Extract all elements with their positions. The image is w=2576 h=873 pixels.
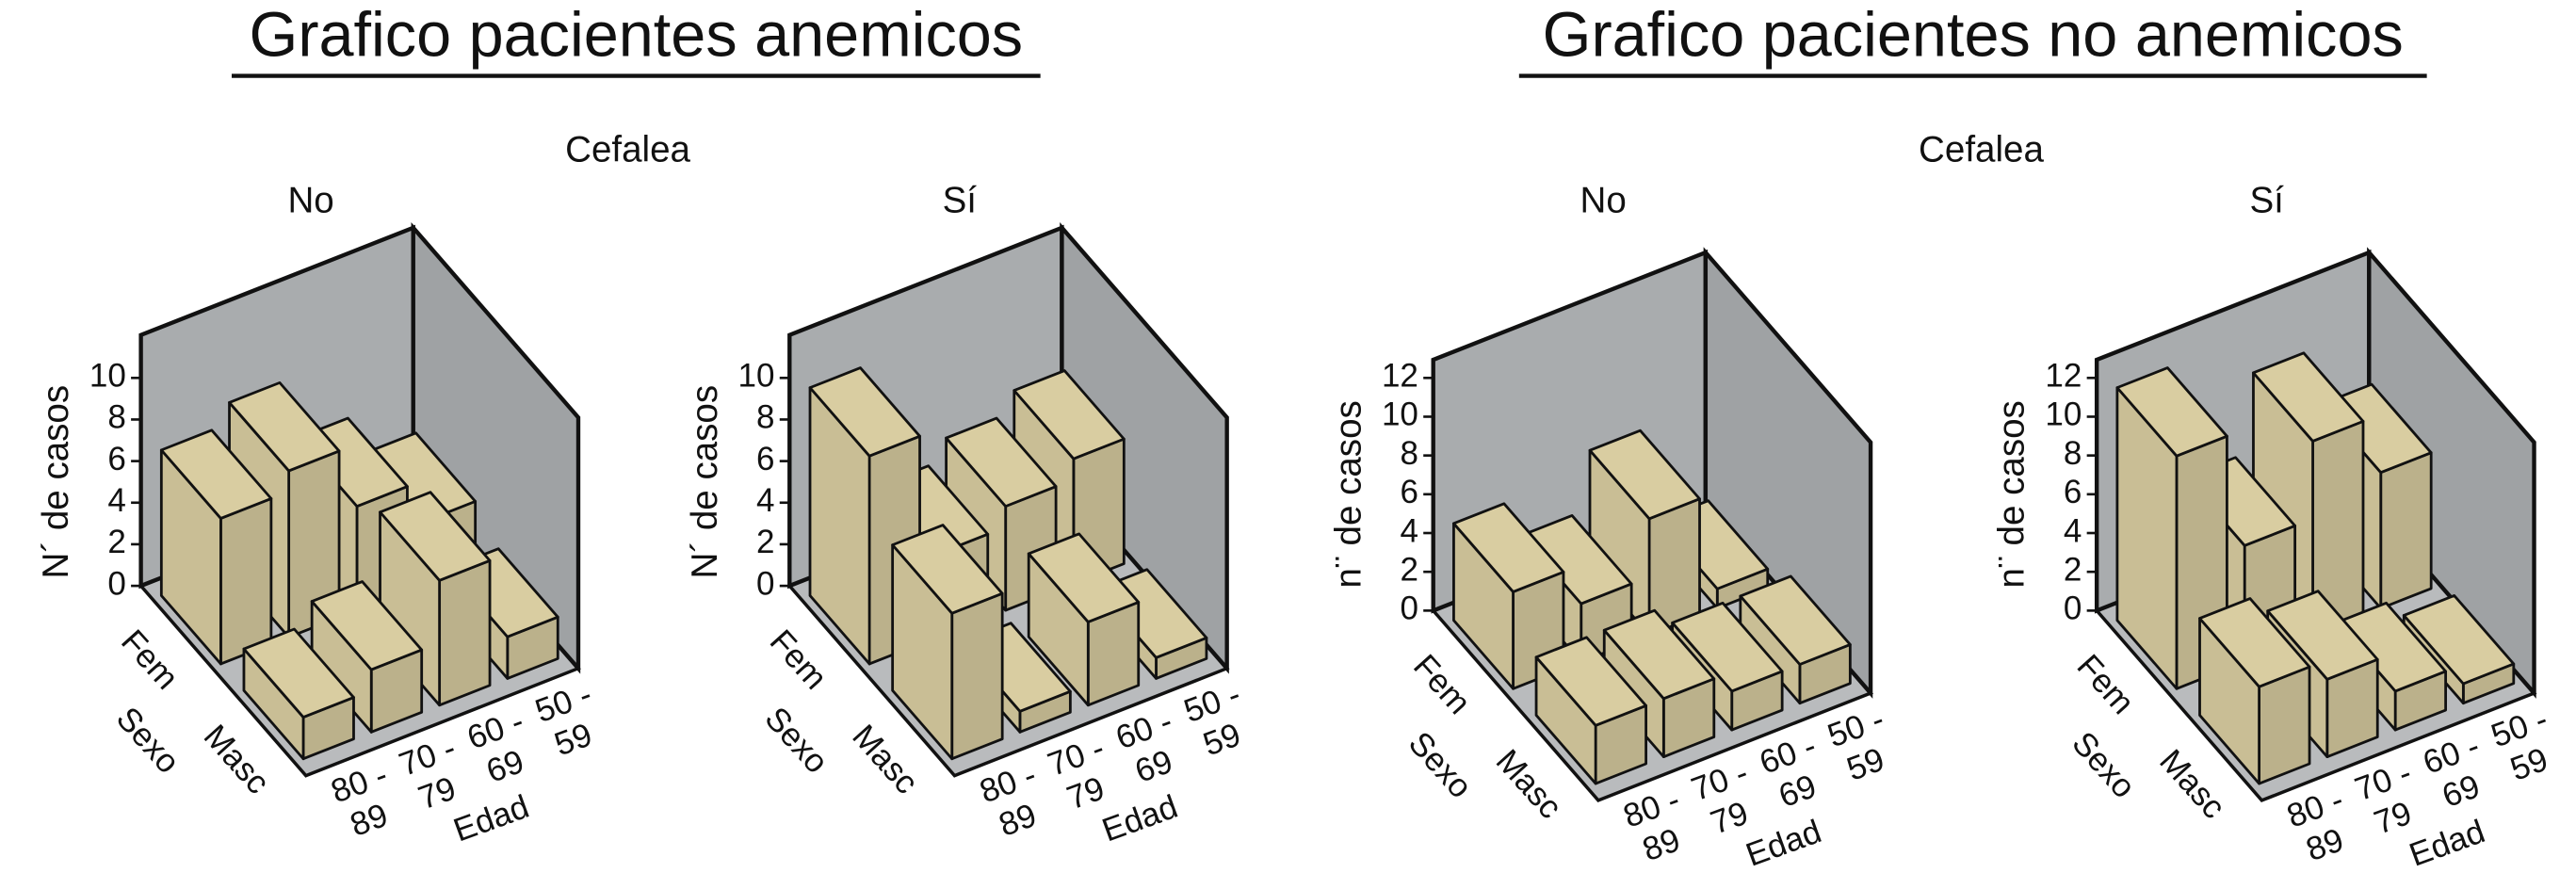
x-tick-label: 50 - 59 [1823,698,1910,791]
bar-face [2379,451,2433,610]
y-tick-label: 0 [107,565,125,602]
bar-top [1534,636,1647,727]
group-label: Fem [763,622,834,696]
bar-top [242,627,355,719]
bar-top [891,524,1004,615]
bar-face [438,558,492,707]
bar-top [1027,532,1141,623]
group-label: Fem [2070,648,2142,721]
y-tick-label: 6 [756,441,774,477]
y-tick-label: 10 [2045,396,2082,433]
group-label: Fem [1406,648,1478,721]
bar-face [219,496,273,666]
y-tick-label: 0 [2064,590,2082,627]
y-tick-label: 0 [756,565,774,602]
y-tick-label: 6 [2064,474,2082,510]
y-tick-label: 8 [1400,435,1418,472]
chart-title: Grafico pacientes anemicos [250,1,1024,71]
y-tick-label: 4 [756,482,774,519]
x-axis-label: Edad [449,788,534,849]
bar-top [2252,351,2365,443]
bar [242,627,355,761]
x-axis-label: Edad [1097,788,1182,849]
y-tick-label: 6 [1400,474,1418,510]
bar-top [2266,590,2379,681]
z-axis-label: Sexo [757,700,834,780]
chart-title: Grafico pacientes no anemicos [1543,1,2404,71]
bar-top [2115,366,2228,458]
bar-top [1013,369,1126,461]
bar-face [950,591,1004,761]
y-tick-label: 4 [2064,512,2082,549]
y-tick-label: 4 [107,482,125,519]
y-tick-label: 8 [2064,435,2082,472]
facet-title: Cefalea [1919,129,2044,170]
bar [1027,532,1141,707]
bar-top [228,380,341,473]
bar-top [310,580,424,671]
panel-title: Sí [2249,181,2284,221]
x-tick-label: 50 - 59 [2487,698,2574,791]
bar-top [159,428,273,520]
y-tick-label: 0 [1400,590,1418,627]
bar-top [1452,502,1565,593]
bar-top [1739,574,1852,666]
x-axis-label: Edad [2405,813,2489,873]
y-tick-label: 8 [756,399,774,436]
y-tick-label: 6 [107,441,125,477]
y-tick-label: 4 [1400,512,1418,549]
group-label: Fem [114,622,186,696]
bar-top [1602,608,1716,701]
bar [891,524,1004,761]
bar-top [379,491,492,582]
y-tick-label: 12 [1382,358,1418,395]
y-tick-label: 2 [2064,551,2082,588]
bar [379,491,492,707]
y-tick-label: 12 [2045,358,2082,395]
facet-title: Cefalea [565,129,690,170]
y-tick-label: 10 [1382,396,1418,433]
z-axis-label: Sexo [1401,725,1479,805]
y-tick-label: 2 [107,524,125,560]
bar-top [808,366,921,458]
bar-top [2198,597,2311,688]
y-axis-label: n¨ de casos [1328,400,1369,588]
bar [1588,428,1701,637]
y-tick-label: 2 [1400,551,1418,588]
bar [2198,597,2311,785]
bar [1534,636,1647,785]
y-tick-label: 10 [738,358,775,395]
y-tick-label: 2 [756,524,774,560]
bar-top [945,416,1058,509]
z-axis-label: Sexo [2065,725,2142,805]
y-axis-label: n¨ de casos [1992,400,2033,588]
x-axis-label: Edad [1742,813,1826,873]
panel-title: No [287,181,333,221]
panel-title: Sí [943,181,978,221]
y-tick-label: 10 [89,358,126,395]
x-tick-label: 50 - 59 [530,673,618,767]
y-axis-label: N´ de casos [36,385,76,579]
z-axis-label: Sexo [109,700,186,780]
bar-top [1588,428,1701,521]
bar-top [2402,594,2516,686]
y-tick-label: 8 [107,399,125,436]
y-axis-label: N´ de casos [685,385,725,579]
bar [310,580,424,734]
x-tick-label: 50 - 59 [1179,673,1267,767]
bar-top [1671,601,1784,693]
bar [159,428,273,666]
panel-title: No [1580,181,1627,221]
